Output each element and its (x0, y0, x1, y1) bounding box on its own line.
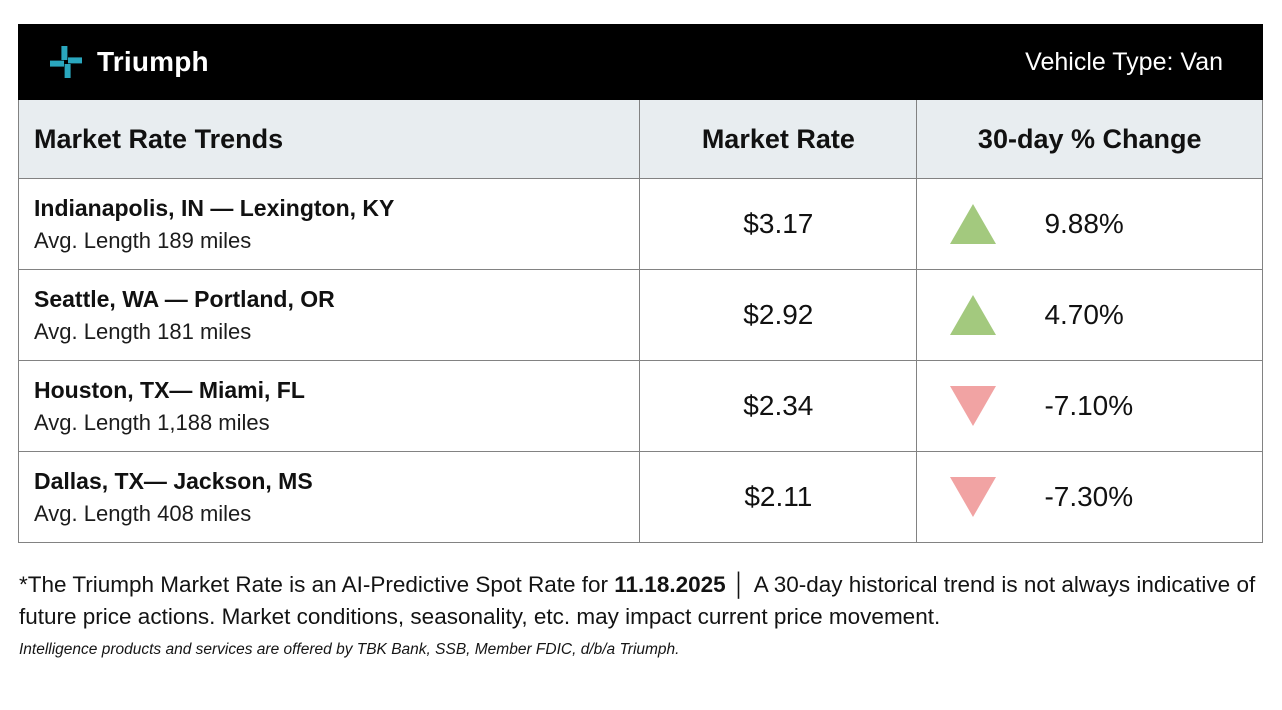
change-value: 4.70% (1044, 299, 1124, 330)
footnote: *The Triumph Market Rate is an AI-Predic… (18, 569, 1263, 659)
change-cell: -7.10% (916, 361, 1262, 451)
route-cell: Houston, TX— Miami, FL Avg. Length 1,188… (19, 361, 639, 451)
change-value: -7.10% (1044, 390, 1134, 421)
change-value: 9.88% (1044, 208, 1124, 239)
table-row: Houston, TX— Miami, FL Avg. Length 1,188… (19, 360, 1262, 451)
column-header-market-rate-trends: Market Rate Trends (34, 123, 284, 154)
market-rate-value: $2.34 (639, 361, 916, 451)
table-row: Seattle, WA — Portland, OR Avg. Length 1… (19, 269, 1262, 360)
brand-name: Triumph (97, 46, 209, 77)
route-cell: Seattle, WA — Portland, OR Avg. Length 1… (19, 270, 639, 360)
table-header-row: Market Rate Trends Market Rate 30-day % … (19, 100, 1262, 178)
market-rate-table: Market Rate Trends Market Rate 30-day % … (18, 100, 1263, 543)
route-avg-length: Avg. Length 189 miles (34, 227, 252, 253)
route-cell: Indianapolis, IN — Lexington, KY Avg. Le… (19, 179, 639, 269)
route-cell: Dallas, TX— Jackson, MS Avg. Length 408 … (19, 452, 639, 542)
triumph-logo-icon (48, 44, 84, 80)
table-row: Dallas, TX— Jackson, MS Avg. Length 408 … (19, 451, 1262, 542)
market-rate-value: $3.17 (639, 179, 916, 269)
table-row: Indianapolis, IN — Lexington, KY Avg. Le… (19, 178, 1262, 269)
app-header: Triumph Vehicle Type: Van (18, 24, 1263, 100)
route-name: Dallas, TX— Jackson, MS (34, 467, 313, 494)
route-avg-length: Avg. Length 408 miles (34, 500, 252, 526)
route-name: Indianapolis, IN — Lexington, KY (34, 194, 395, 221)
trend-up-icon (950, 204, 997, 244)
change-value: -7.30% (1044, 481, 1134, 512)
route-avg-length: Avg. Length 181 miles (34, 318, 252, 344)
change-cell: 9.88% (916, 179, 1262, 269)
trend-up-icon (950, 295, 997, 335)
route-avg-length: Avg. Length 1,188 miles (34, 409, 270, 435)
route-name: Houston, TX— Miami, FL (34, 376, 305, 403)
market-rate-value: $2.92 (639, 270, 916, 360)
footnote-suffix: A 30-day historical trend is not always … (19, 572, 1256, 629)
footnote-separator: │ (732, 572, 747, 597)
legal-disclaimer: Intelligence products and services are o… (19, 641, 680, 658)
route-name: Seattle, WA — Portland, OR (34, 285, 335, 312)
market-rate-value: $2.11 (639, 452, 916, 542)
change-cell: 4.70% (916, 270, 1262, 360)
trend-down-icon (950, 386, 997, 426)
footnote-prefix: *The Triumph Market Rate is an AI-Predic… (19, 572, 615, 597)
vehicle-type-label: Vehicle Type: Van (1025, 47, 1223, 76)
column-header-market-rate: Market Rate (639, 100, 916, 178)
footnote-text: *The Triumph Market Rate is an AI-Predic… (19, 569, 1263, 633)
trend-down-icon (950, 477, 997, 517)
brand: Triumph (48, 44, 209, 80)
footnote-date: 11.18.2025 (614, 572, 726, 597)
column-header-30-day-change: 30-day % Change (916, 100, 1262, 178)
change-cell: -7.30% (916, 452, 1262, 542)
